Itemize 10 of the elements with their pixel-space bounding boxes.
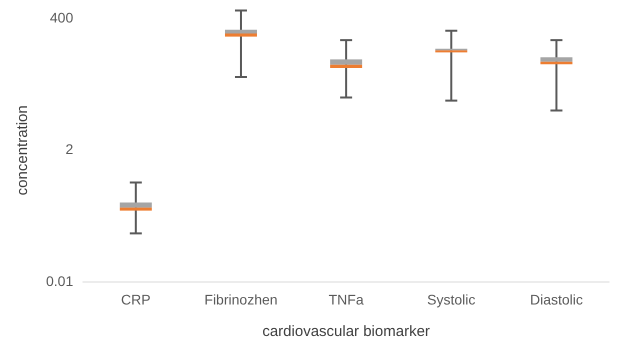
- y-tick-label: 2: [65, 141, 74, 158]
- y-tick-label: 400: [50, 9, 74, 26]
- x-tick-label: CRP: [121, 291, 151, 308]
- x-tick-label: TNFa: [328, 291, 364, 308]
- y-tick-label: 0.01: [46, 273, 74, 290]
- x-tick-label: Diastolic: [530, 291, 583, 308]
- y-axis-title: concentration: [14, 105, 32, 196]
- x-tick-label: Fibrinozhen: [204, 291, 278, 308]
- x-axis-title: cardiovascular biomarker: [262, 323, 430, 340]
- x-tick-label: Systolic: [427, 291, 476, 308]
